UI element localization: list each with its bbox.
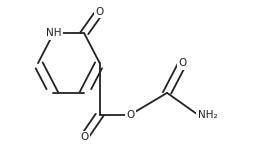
Text: O: O bbox=[96, 7, 104, 17]
Text: NH₂: NH₂ bbox=[198, 110, 217, 120]
Text: O: O bbox=[178, 58, 187, 68]
Text: NH: NH bbox=[46, 28, 61, 38]
Text: O: O bbox=[126, 110, 134, 120]
Text: O: O bbox=[80, 132, 88, 142]
